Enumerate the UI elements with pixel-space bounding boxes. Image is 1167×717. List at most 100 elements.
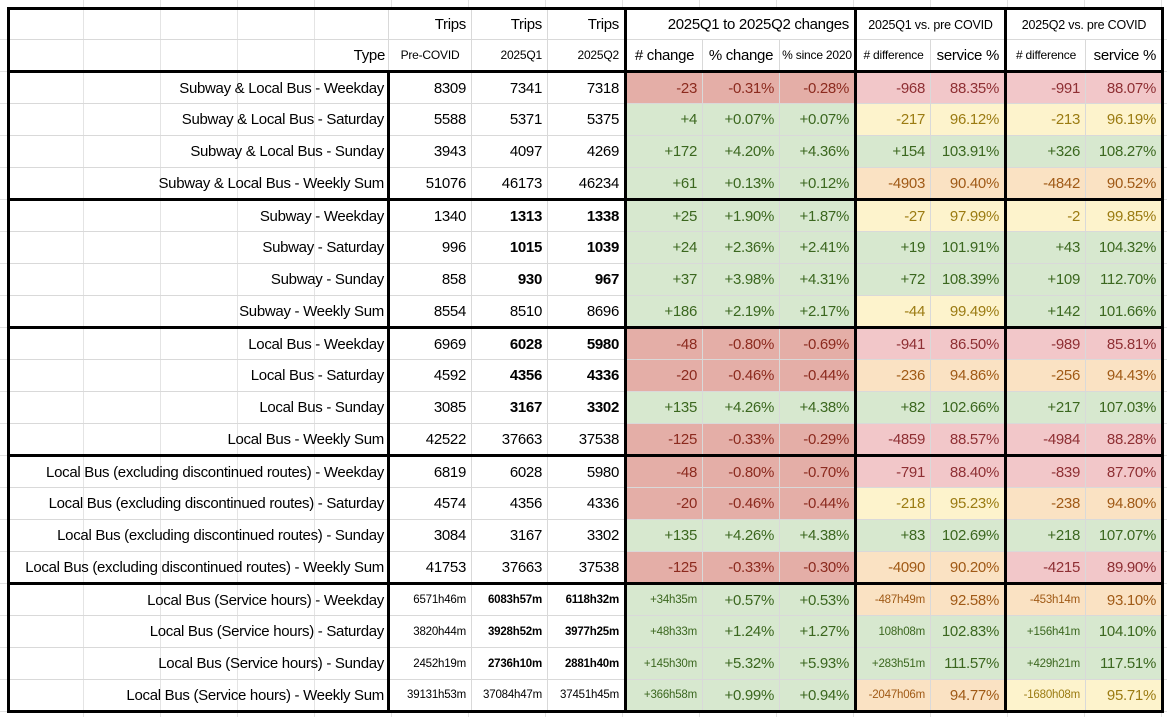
pre-covid-cell[interactable]: 1340 [388,199,472,232]
q2-cell[interactable]: 37538 [547,551,627,585]
num-change-cell[interactable]: +366h58m [625,679,703,713]
service-pct-q1-cell[interactable]: 102.69% [930,519,1007,552]
num-change-cell[interactable]: +135 [625,519,703,552]
num-change-cell[interactable]: -20 [625,359,703,392]
service-pct-q1-cell[interactable]: 88.57% [930,423,1007,457]
row-label-cell[interactable]: Local Bus (Service hours) - Weekly Sum [7,679,390,713]
q1-cell[interactable]: 8510 [471,295,548,329]
q2-cell[interactable]: 3977h25m [547,615,627,648]
num-diff-q1-cell[interactable]: -968 [855,71,931,104]
q2-cell[interactable]: 37451h45m [547,679,627,713]
q2-cell[interactable]: 37538 [547,423,627,457]
pre-covid-cell[interactable]: 996 [388,231,472,264]
q1-cell[interactable]: 2736h10m [471,647,548,680]
num-diff-q1-cell[interactable]: -4903 [855,167,931,201]
pre-covid-cell[interactable]: 41753 [388,551,472,585]
changes-group-header[interactable]: 2025Q1 to 2025Q2 changes [625,7,857,40]
q1-cell[interactable]: 3167 [471,519,548,552]
pct-since-2020-cell[interactable]: +0.94% [779,679,857,713]
num-change-cell[interactable]: +24 [625,231,703,264]
service-pct-q1-cell[interactable]: 90.40% [930,167,1007,201]
num-change-cell[interactable]: -48 [625,455,703,488]
pct-change-cell[interactable]: +0.13% [702,167,780,201]
q1-cell[interactable]: 37663 [471,551,548,585]
service-pct-q2-cell[interactable]: 108.27% [1085,135,1164,168]
num-diff-q2-cell[interactable]: -238 [1005,487,1086,520]
pct-change-cell[interactable]: -0.31% [702,71,780,104]
q1-cell[interactable]: 3167 [471,391,548,424]
service-pct-q1-cell[interactable]: 102.66% [930,391,1007,424]
num-diff-q2-cell[interactable]: -4984 [1005,423,1086,457]
num-diff-q1-cell[interactable]: -487h49m [855,583,931,616]
pct-change-cell[interactable]: -0.46% [702,487,780,520]
row-label-cell[interactable]: Local Bus (Service hours) - Saturday [7,615,390,648]
service-pct-q2-cell[interactable]: 93.10% [1085,583,1164,616]
pct-change-cell[interactable]: +4.20% [702,135,780,168]
pct-change-cell[interactable]: +3.98% [702,263,780,296]
num-diff-q2-cell[interactable]: -1680h08m [1005,679,1086,713]
num-change-cell[interactable]: +145h30m [625,647,703,680]
pct-since-2020-cell[interactable]: +1.27% [779,615,857,648]
q1-cell[interactable]: 3928h52m [471,615,548,648]
service-pct-q2-cell[interactable]: 107.03% [1085,391,1164,424]
q2-cell[interactable]: 967 [547,263,627,296]
num-diff-q1-cell[interactable]: -218 [855,487,931,520]
q2-cell[interactable]: 5980 [547,455,627,488]
num-diff-q2-cell[interactable]: -453h14m [1005,583,1086,616]
pct-since-2020-cell[interactable]: +0.07% [779,103,857,136]
pct-since-2020-cell[interactable]: -0.69% [779,327,857,360]
row-label-cell[interactable]: Local Bus (Service hours) - Weekday [7,583,390,616]
service-pct-q1-cell[interactable]: 94.86% [930,359,1007,392]
num-change-cell[interactable]: -20 [625,487,703,520]
pre-covid-header[interactable]: Pre-COVID [388,39,472,73]
num-diff-q2-cell[interactable]: +429h21m [1005,647,1086,680]
service-pct-q1-cell[interactable]: 97.99% [930,199,1007,232]
service-pct-q1-cell[interactable]: 96.12% [930,103,1007,136]
service-pct-q2-cell[interactable]: 95.71% [1085,679,1164,713]
row-label-cell[interactable]: Local Bus (excluding discontinued routes… [7,551,390,585]
q1-cell[interactable]: 37663 [471,423,548,457]
pre-covid-cell[interactable]: 3084 [388,519,472,552]
num-change-header[interactable]: # change [625,39,703,73]
num-change-cell[interactable]: +34h35m [625,583,703,616]
num-diff-q2-cell[interactable]: -991 [1005,71,1086,104]
pct-since-2020-cell[interactable]: -0.70% [779,455,857,488]
pct-change-cell[interactable]: +2.19% [702,295,780,329]
num-change-cell[interactable]: -23 [625,71,703,104]
num-difference-q2-header[interactable]: # difference [1005,39,1086,73]
pre-covid-cell[interactable]: 3943 [388,135,472,168]
num-diff-q2-cell[interactable]: +142 [1005,295,1086,329]
pct-change-cell[interactable]: -0.80% [702,327,780,360]
service-pct-q1-cell[interactable]: 101.91% [930,231,1007,264]
pct-since-2020-cell[interactable]: +4.38% [779,519,857,552]
num-change-cell[interactable]: -125 [625,551,703,585]
q2-cell[interactable]: 7318 [547,71,627,104]
q1-cell[interactable]: 5371 [471,103,548,136]
pct-change-cell[interactable]: +4.26% [702,391,780,424]
pre-covid-cell[interactable]: 51076 [388,167,472,201]
service-pct-q1-cell[interactable]: 90.20% [930,551,1007,585]
service-pct-q2-cell[interactable]: 88.07% [1085,71,1164,104]
q1-cell[interactable]: 4356 [471,359,548,392]
pct-since-2020-cell[interactable]: -0.30% [779,551,857,585]
num-diff-q1-cell[interactable]: +83 [855,519,931,552]
pct-change-cell[interactable]: +4.26% [702,519,780,552]
pct-since-2020-cell[interactable]: +4.38% [779,391,857,424]
num-diff-q1-cell[interactable]: +19 [855,231,931,264]
service-pct-q2-cell[interactable]: 87.70% [1085,455,1164,488]
pct-since-2020-cell[interactable]: +2.41% [779,231,857,264]
q2-cell[interactable]: 5980 [547,327,627,360]
num-change-cell[interactable]: -48 [625,327,703,360]
num-diff-q1-cell[interactable]: +82 [855,391,931,424]
pct-since-2020-cell[interactable]: +0.12% [779,167,857,201]
pre-covid-cell[interactable]: 8309 [388,71,472,104]
service-pct-q2-header[interactable]: service % [1085,39,1164,73]
pct-change-cell[interactable]: +2.36% [702,231,780,264]
service-pct-q1-cell[interactable]: 88.40% [930,455,1007,488]
num-diff-q1-cell[interactable]: -4090 [855,551,931,585]
num-diff-q1-cell[interactable]: -941 [855,327,931,360]
row-label-cell[interactable]: Subway - Weekly Sum [7,295,390,329]
q1-cell[interactable]: 4097 [471,135,548,168]
num-change-cell[interactable]: -125 [625,423,703,457]
pre-covid-cell[interactable]: 4574 [388,487,472,520]
